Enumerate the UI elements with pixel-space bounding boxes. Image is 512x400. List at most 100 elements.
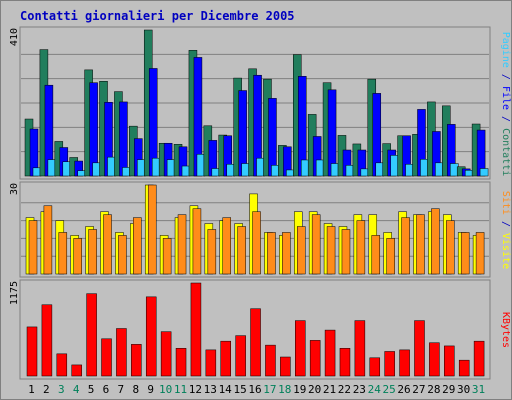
bar-kbytes xyxy=(399,349,410,377)
bar-siti xyxy=(43,205,53,275)
bar-siti xyxy=(371,235,381,275)
bar-siti xyxy=(326,226,336,275)
bar-kbytes xyxy=(205,349,217,377)
legend-entry: / xyxy=(500,68,511,86)
x-tick-label: 14 xyxy=(219,383,233,396)
x-tick-label: 20 xyxy=(308,383,321,396)
panel-bottom: 1175 KBytes xyxy=(9,281,511,377)
legend-entry: Pagine xyxy=(500,32,511,68)
bar-siti xyxy=(416,214,425,275)
bar-siti xyxy=(177,214,187,275)
bar-kbytes xyxy=(414,320,425,377)
bar-siti xyxy=(460,232,470,275)
legend-entry: KBytes xyxy=(500,312,511,348)
x-tick-label: 19 xyxy=(293,383,306,396)
x-tick-label: 5 xyxy=(88,383,95,396)
bar-siti xyxy=(475,232,485,275)
x-tick-label: 21 xyxy=(323,383,336,396)
bar-siti xyxy=(73,238,82,275)
bar-siti xyxy=(341,229,351,275)
bar-siti xyxy=(401,217,410,275)
legend-entry: / xyxy=(500,215,511,233)
bar-kbytes xyxy=(145,296,157,377)
bar-siti xyxy=(431,208,440,275)
bar-kbytes xyxy=(101,338,112,377)
x-tick-label: 30 xyxy=(457,383,470,396)
bar-file xyxy=(238,90,247,177)
x-tick-label: 25 xyxy=(383,383,396,396)
x-axis-labels: 1 2 3 4 5 6 7 8 9 10 11 12 13 14 15 16 17 18 19 20 21 22 23 24 2… xyxy=(28,383,485,396)
bar-siti xyxy=(162,238,172,275)
bar-kbytes xyxy=(265,344,276,377)
x-tick-label: 15 xyxy=(233,383,246,396)
bar-kbytes xyxy=(250,308,261,377)
right-axis-legend: KBytes xyxy=(500,312,511,348)
legend-entry: Contatti xyxy=(500,128,511,176)
x-tick-label: 1 xyxy=(28,383,35,396)
bar-siti xyxy=(207,229,217,275)
bar-kbytes xyxy=(295,320,306,377)
x-tick-label: 17 xyxy=(263,383,276,396)
bar-kbytes xyxy=(473,340,485,377)
bar-kbytes xyxy=(339,348,351,377)
bar-kbytes xyxy=(175,348,187,377)
chart-panels: 410 Pagine / File / Contatti 30 Siti / Visi… xyxy=(9,28,511,377)
bar-kbytes xyxy=(41,304,53,377)
bar-pagine xyxy=(479,168,489,177)
bar-siti xyxy=(282,232,291,275)
y-axis-max-label: 30 xyxy=(9,183,20,195)
x-tick-label: 11 xyxy=(174,383,187,396)
x-tick-label: 24 xyxy=(368,383,382,396)
bar-kbytes xyxy=(369,357,381,377)
bar-kbytes xyxy=(160,331,172,377)
x-tick-label: 28 xyxy=(427,383,440,396)
legend-entry: / xyxy=(500,110,511,128)
x-tick-label: 3 xyxy=(58,383,65,396)
bar-kbytes xyxy=(71,364,82,377)
right-axis-legend: Siti / Visite xyxy=(500,191,511,269)
legend-entry: Siti xyxy=(500,191,511,215)
bar-siti xyxy=(386,238,395,275)
bar-kbytes xyxy=(220,340,231,377)
bar-siti xyxy=(147,184,157,275)
bar-siti xyxy=(446,220,455,275)
chart-title: Contatti giornalieri per Dicembre 2005 xyxy=(20,9,295,23)
bar-kbytes xyxy=(354,320,366,377)
bar-file xyxy=(268,98,277,177)
bar-kbytes xyxy=(86,293,97,377)
x-tick-label: 22 xyxy=(338,383,351,396)
panel-middle: 30 Siti / Visite xyxy=(9,183,511,275)
bar-siti xyxy=(237,226,246,275)
x-tick-label: 31 xyxy=(472,383,485,396)
bar-siti xyxy=(133,217,142,275)
x-tick-label: 29 xyxy=(442,383,455,396)
x-tick-label: 4 xyxy=(73,383,80,396)
legend-entry: File xyxy=(500,86,511,110)
bar-siti xyxy=(28,220,38,275)
bar-kbytes xyxy=(131,344,142,377)
x-tick-label: 9 xyxy=(147,383,154,396)
bar-kbytes xyxy=(56,353,68,377)
x-tick-label: 18 xyxy=(278,383,291,396)
bar-kbytes xyxy=(429,342,440,377)
bar-kbytes xyxy=(384,351,395,377)
legend-entry: Visite xyxy=(500,233,511,269)
bar-file xyxy=(89,82,98,177)
bar-siti xyxy=(222,217,231,275)
x-tick-label: 10 xyxy=(159,383,172,396)
bar-kbytes xyxy=(444,345,455,377)
bar-file xyxy=(119,101,128,177)
bar-kbytes xyxy=(235,335,246,377)
right-axis-legend: Pagine / File / Contatti xyxy=(500,32,511,177)
x-tick-label: 26 xyxy=(397,383,410,396)
x-tick-label: 12 xyxy=(189,383,202,396)
bar-kbytes xyxy=(324,329,336,377)
y-axis-max-label: 1175 xyxy=(9,281,20,305)
bar-siti xyxy=(88,229,97,275)
bar-siti xyxy=(118,235,127,275)
x-tick-label: 23 xyxy=(353,383,366,396)
bar-siti xyxy=(58,232,68,275)
bar-kbytes xyxy=(26,326,38,377)
x-tick-label: 7 xyxy=(118,383,125,396)
